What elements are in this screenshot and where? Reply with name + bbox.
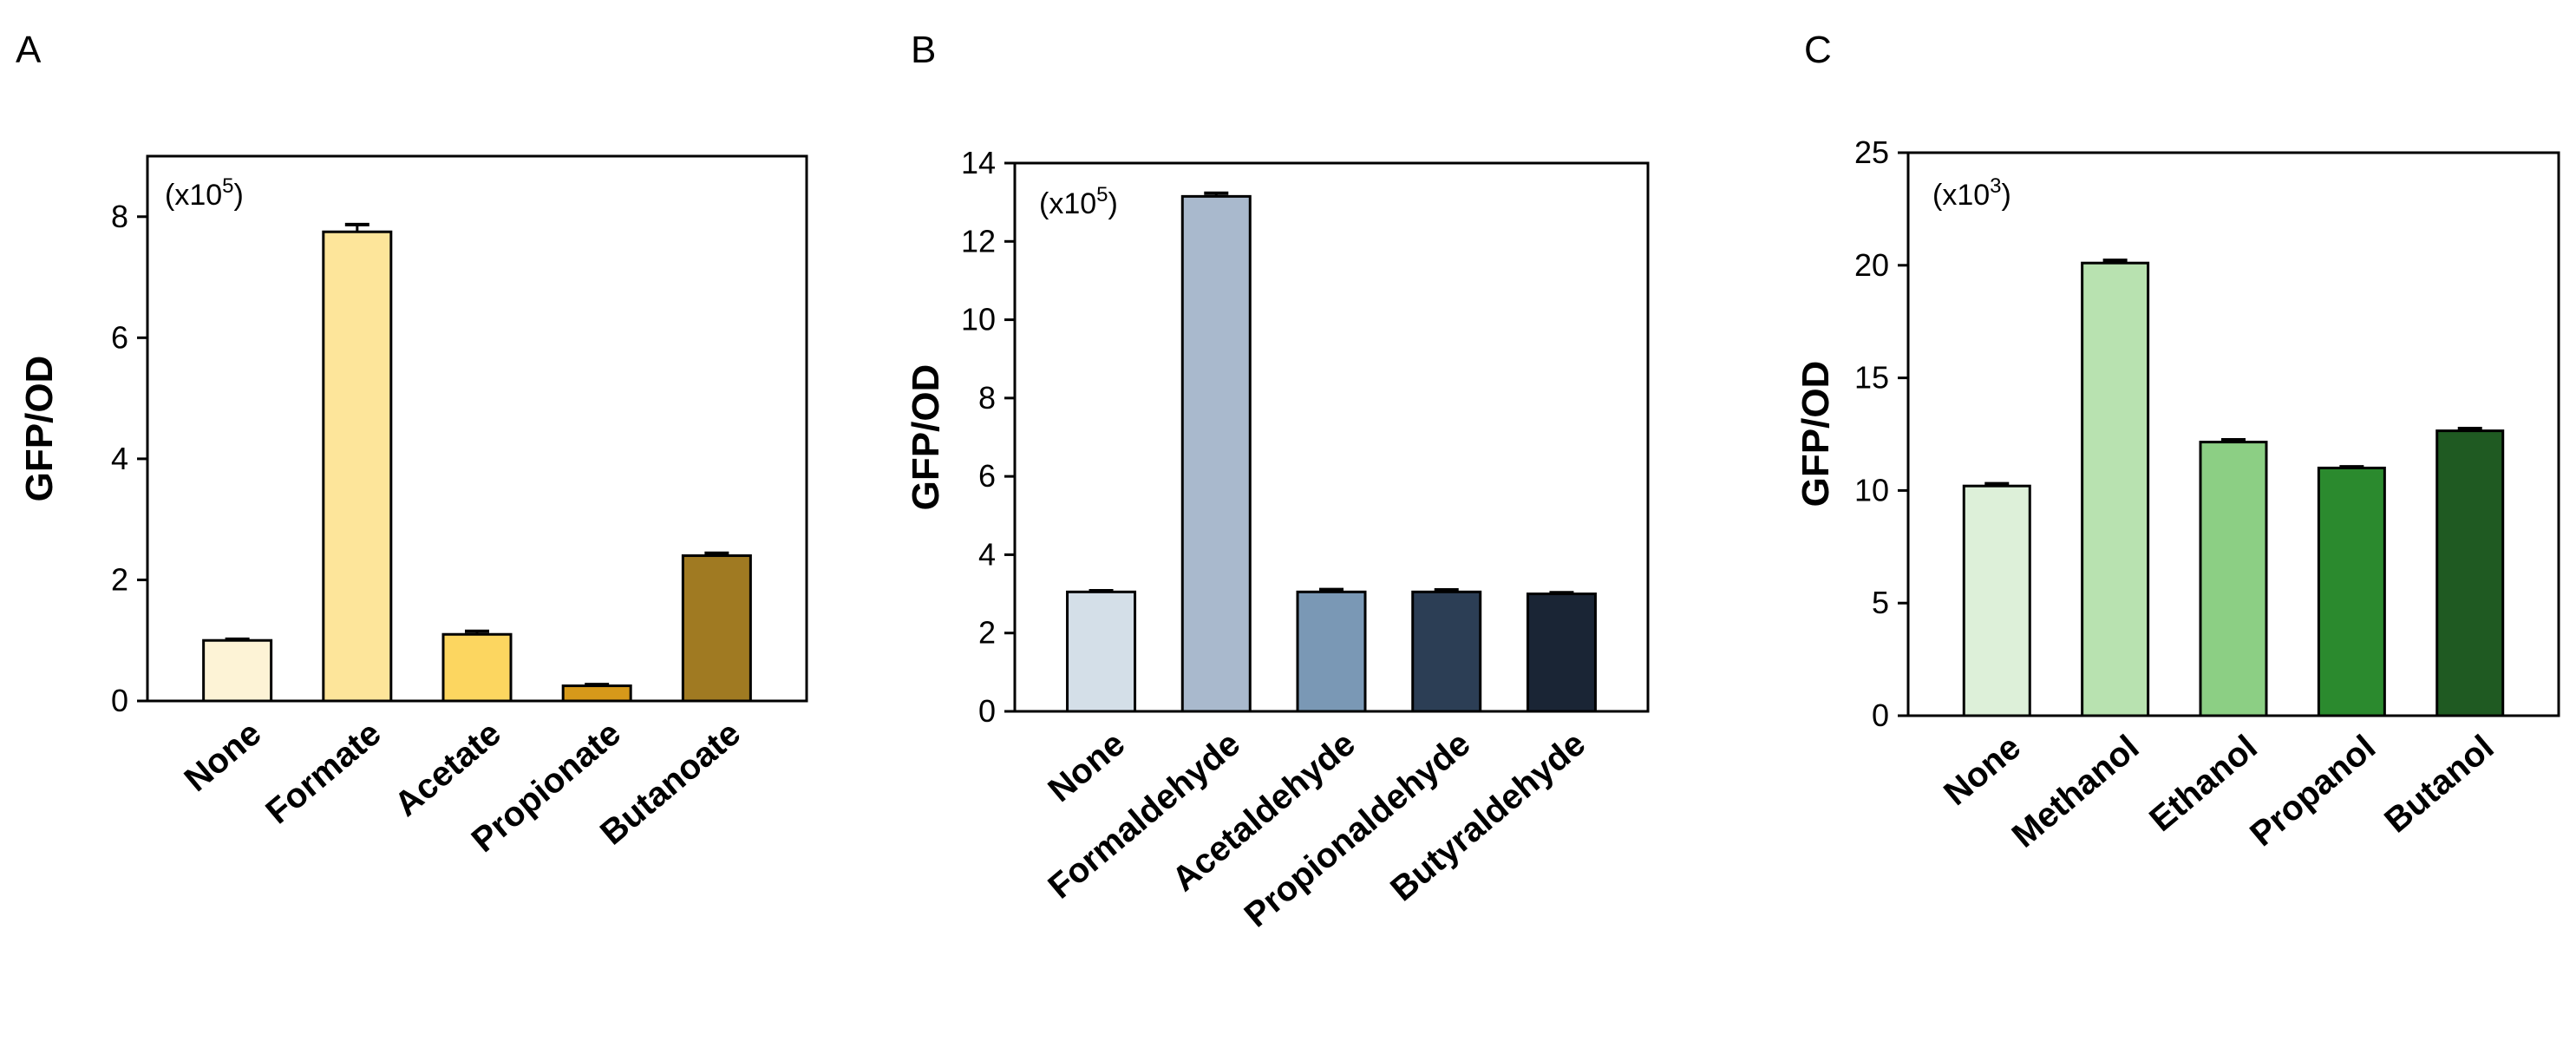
x-category-label: Butyraldehyde	[1383, 724, 1592, 908]
multiplier-prefix: (x10	[165, 179, 222, 212]
y-tick-label: 10	[1854, 472, 1889, 507]
bar-propionate	[561, 684, 632, 703]
multiplier-exponent: 5	[222, 174, 233, 198]
panel-letter: B	[911, 29, 936, 71]
y-tick-label: 4	[978, 536, 996, 572]
x-category-label: None	[1041, 724, 1132, 809]
multiplier-label: (x105)	[165, 174, 244, 212]
bar-none	[202, 638, 273, 703]
x-category-label: None	[178, 714, 269, 799]
x-category-label: Butanol	[2377, 728, 2501, 840]
y-tick-label: 6	[111, 319, 128, 355]
bar-butyraldehyde	[1526, 593, 1597, 713]
bar-none	[1962, 484, 2031, 717]
multiplier-prefix: (x10	[1039, 187, 1096, 220]
multiplier-exponent: 3	[1990, 174, 2001, 198]
bar-ethanol	[2199, 441, 2268, 717]
y-axis-label: GFP/OD	[905, 364, 947, 511]
bar-butanoate	[681, 554, 752, 703]
bar-butanol	[2435, 429, 2505, 717]
y-tick-label: 0	[978, 693, 996, 729]
y-tick-label: 4	[111, 441, 128, 476]
x-category-label: Methanol	[2005, 728, 2147, 855]
bar-formaldehyde	[1180, 194, 1252, 713]
bar-propionaldehyde	[1411, 590, 1482, 713]
y-axis-label: GFP/OD	[1795, 361, 1837, 507]
y-tick-label: 6	[978, 458, 996, 494]
y-tick-label: 0	[1872, 697, 1889, 733]
y-tick-label: 15	[1854, 360, 1889, 396]
y-tick-label: 0	[111, 683, 128, 718]
multiplier-suffix: )	[1108, 187, 1118, 220]
x-category-label: None	[1937, 728, 2028, 813]
y-tick-label: 10	[961, 302, 996, 337]
chart-panel-b: B 0 2 4 6 8 10 12 14 GFP/OD (x105) NoneFormaldehyde…	[905, 29, 1650, 934]
x-category-label: Formate	[258, 714, 388, 831]
x-category-label: Acetate	[388, 714, 508, 824]
y-tick-label: 8	[978, 380, 996, 416]
y-tick-label: 25	[1854, 134, 1889, 170]
x-category-label: Propanol	[2243, 728, 2383, 854]
bar-acetaldehyde	[1296, 590, 1367, 713]
y-tick-label: 2	[978, 615, 996, 651]
panel-letter: C	[1804, 29, 1832, 71]
panel-letter: A	[16, 29, 42, 71]
multiplier-suffix: )	[2002, 179, 2011, 212]
multiplier-prefix: (x10	[1932, 179, 1990, 212]
y-tick-label: 12	[961, 223, 996, 259]
y-tick-label: 8	[111, 199, 128, 234]
y-tick-label: 5	[1872, 585, 1889, 620]
bar-methanol	[2081, 261, 2150, 717]
x-category-label: Formaldehyde	[1041, 724, 1247, 906]
bar-propanol	[2317, 466, 2386, 717]
bar-formate	[322, 230, 393, 703]
y-axis-label: GFP/OD	[18, 356, 61, 502]
y-tick-label: 20	[1854, 247, 1889, 283]
y-tick-label: 14	[961, 145, 996, 180]
chart-panel-c: C0510152025GFP/OD(x103)NoneMethanolEthan…	[1795, 29, 2560, 855]
multiplier-exponent: 5	[1096, 183, 1108, 206]
multiplier-label: (x103)	[1932, 174, 2011, 212]
bar-acetate	[441, 632, 513, 703]
multiplier-suffix: )	[234, 179, 244, 212]
y-tick-label: 2	[111, 561, 128, 597]
multiplier-label: (x105)	[1039, 183, 1118, 220]
bar-none	[1066, 590, 1137, 713]
